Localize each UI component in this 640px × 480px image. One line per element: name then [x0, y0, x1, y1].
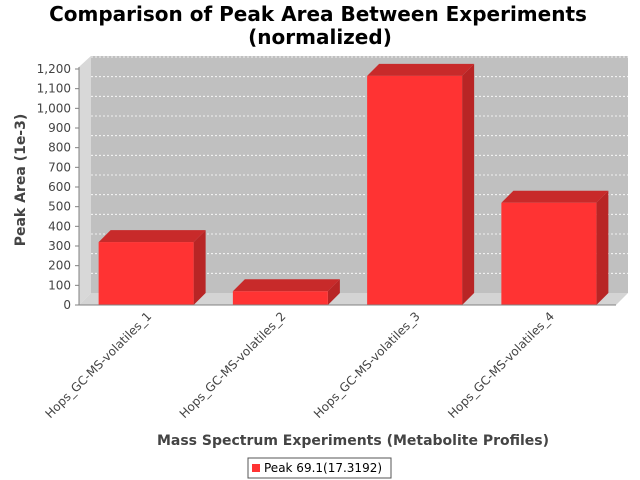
- bar: [232, 279, 340, 305]
- legend-label: Peak 69.1(17.3192): [264, 461, 382, 475]
- chart-title-line2: (normalized): [248, 25, 392, 49]
- bar-side: [193, 230, 206, 305]
- legend: Peak 69.1(17.3192): [247, 457, 392, 479]
- y-tick-label: 700: [48, 160, 71, 174]
- bar-top: [98, 230, 206, 243]
- bar-side: [327, 279, 340, 305]
- y-tick-label: 500: [48, 200, 71, 214]
- chart-title-line1: Comparison of Peak Area Between Experime…: [49, 2, 587, 26]
- y-tick-label: 900: [48, 121, 71, 135]
- bar-front: [501, 202, 597, 305]
- y-tick-label: 1,100: [37, 82, 71, 96]
- y-tick-label: 200: [48, 259, 71, 273]
- x-tick-label: Hops_GC-MS-volatiles_3: [311, 309, 423, 421]
- y-tick-label: 400: [48, 219, 71, 233]
- bar-front: [98, 242, 194, 305]
- legend-box: [247, 457, 392, 479]
- legend-swatch: [252, 464, 260, 472]
- bar-front: [367, 75, 463, 305]
- y-ticks: 0 100 200 300 400 500 600 700 800 900 1,000 1,100 1,…: [37, 62, 79, 312]
- bars: [98, 63, 609, 306]
- bar-side: [462, 63, 475, 306]
- y-tick-label: 0: [63, 298, 71, 312]
- y-axis-title: Peak Area (1e-3): [13, 114, 29, 247]
- x-ticks: Hops_GC-MS-volatiles_1 Hops_GC-MS-volatil…: [43, 309, 557, 421]
- x-tick-label: Hops_GC-MS-volatiles_4: [445, 309, 557, 421]
- bar-top: [367, 63, 475, 76]
- bar: [98, 230, 206, 305]
- bar: [367, 63, 475, 306]
- y-tick-label: 1,000: [37, 101, 71, 115]
- y-tick-label: 1,200: [37, 62, 71, 76]
- plot-depth-left: [79, 56, 91, 305]
- y-tick-label: 800: [48, 141, 71, 155]
- x-tick-label: Hops_GC-MS-volatiles_2: [177, 309, 289, 421]
- bar-top: [232, 279, 340, 292]
- bar: [501, 190, 609, 305]
- x-tick-label: Hops_GC-MS-volatiles_1: [43, 309, 155, 421]
- y-tick-label: 300: [48, 239, 71, 253]
- bar-top: [501, 190, 609, 203]
- y-tick-label: 100: [48, 278, 71, 292]
- bar-side: [596, 190, 609, 305]
- bar-front: [232, 291, 328, 305]
- y-tick-label: 600: [48, 180, 71, 194]
- x-axis-title: Mass Spectrum Experiments (Metabolite Pr…: [157, 433, 549, 449]
- plot-floor: [79, 293, 628, 305]
- gridlines: [91, 56, 628, 274]
